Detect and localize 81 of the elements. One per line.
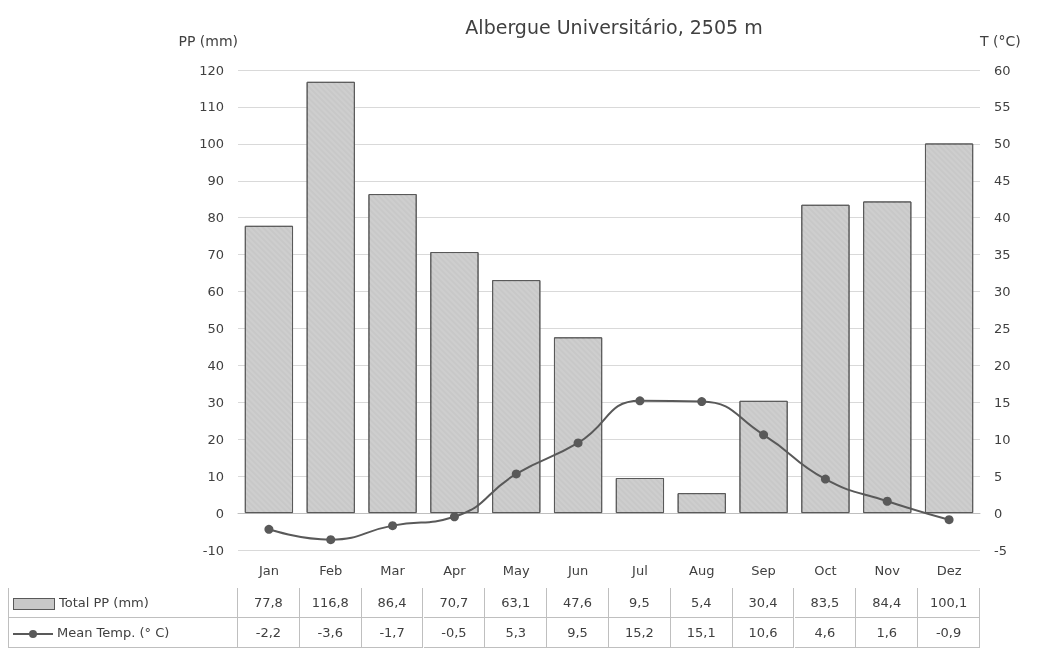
x-tick-label: Jun (566, 563, 589, 578)
data-label: 15,2 (609, 618, 671, 648)
data-label: 84,4 (856, 588, 919, 618)
data-label: -1,7 (361, 618, 424, 648)
data-label: -0,9 (918, 618, 980, 648)
point (264, 524, 274, 534)
y-tick-label: 120 (199, 62, 224, 78)
data-label: 5,4 (670, 588, 733, 618)
point (882, 496, 892, 506)
data-label: -2,2 (238, 618, 300, 648)
point (326, 535, 336, 545)
data-label: 70,7 (423, 588, 486, 618)
data-label: 15,1 (670, 618, 733, 648)
data-label: 63,1 (485, 588, 548, 618)
point (635, 396, 645, 406)
point (944, 515, 954, 525)
y-tick-label: 30 (207, 394, 224, 410)
y2-tick-label: 0 (994, 505, 1003, 521)
point (449, 512, 459, 522)
point (820, 474, 830, 484)
y2-tick-label: 45 (994, 173, 1011, 189)
y2-tick-label: 35 (994, 247, 1011, 263)
data-label: 1,6 (856, 618, 919, 648)
data-label: 116,8 (299, 588, 362, 618)
x-tick-label: Sep (751, 563, 776, 578)
y-tick-label: 50 (207, 320, 224, 336)
data-label: -0,5 (423, 618, 486, 648)
y-tick-label: 60 (207, 284, 224, 300)
y-tick-label: 90 (207, 173, 224, 189)
x-tick-label: Jul (631, 563, 648, 578)
data-label: 4,6 (794, 618, 857, 648)
data-label: 77,8 (238, 588, 300, 618)
data-label: 30,4 (732, 588, 795, 618)
y2-tick-label: 55 (994, 99, 1011, 115)
y-axis-title: PP (mm) (178, 33, 238, 49)
chart-title: Albergue Universitário, 2505 m (465, 15, 763, 38)
data-label: 9,5 (547, 618, 609, 648)
data-label: 10,6 (732, 618, 795, 648)
y2-axis-title: T (°C) (979, 33, 1021, 49)
point (388, 521, 398, 531)
y-tick-label: 110 (199, 99, 224, 115)
x-tick-label: Jan (257, 563, 279, 578)
data-label: 83,5 (794, 588, 857, 618)
y-tick-label: 80 (207, 210, 224, 226)
data-label: 86,4 (361, 588, 424, 618)
x-tick-label: Aug (689, 563, 715, 578)
y2-tick-label: 15 (994, 394, 1011, 410)
y-tick-label: 0 (215, 505, 224, 521)
y2-tick-label: 60 (994, 62, 1011, 78)
y-tick-label: 10 (207, 468, 224, 484)
data-label: 100,1 (918, 588, 980, 618)
x-tick-label: Feb (319, 563, 343, 578)
data-label: 9,5 (609, 588, 671, 618)
y2-tick-label: 50 (994, 136, 1011, 152)
y2-tick-label: 10 (994, 431, 1011, 447)
point (697, 397, 707, 407)
y2-tick-label: 20 (994, 357, 1011, 373)
x-tick-label: Mar (380, 563, 406, 578)
y-tick-label: 100 (199, 136, 224, 152)
legend-label: Mean Temp. (° C) (57, 625, 170, 640)
y2-tick-label: 25 (994, 320, 1011, 336)
data-label: 5,3 (485, 618, 548, 648)
y-tick-label: -10 (202, 542, 224, 558)
x-tick-label: May (502, 563, 530, 578)
y2-tick-label: 40 (994, 210, 1011, 226)
y2-tick-label: -5 (994, 542, 1007, 558)
legend-label: Total PP (mm) (59, 595, 149, 610)
y-tick-label: 40 (207, 357, 224, 373)
data-label: 47,6 (547, 588, 609, 618)
point (511, 469, 521, 479)
point (573, 438, 583, 448)
data-label: -3,6 (299, 618, 362, 648)
y-tick-label: 20 (207, 431, 224, 447)
x-tick-label: Nov (874, 563, 901, 578)
y-tick-label: 70 (207, 247, 224, 263)
x-tick-label: Dez (936, 563, 962, 578)
x-tick-label: Apr (443, 563, 467, 578)
y2-tick-label: 5 (994, 468, 1003, 484)
y2-tick-label: 30 (994, 284, 1011, 300)
x-tick-label: Oct (814, 563, 837, 578)
point (759, 430, 769, 440)
